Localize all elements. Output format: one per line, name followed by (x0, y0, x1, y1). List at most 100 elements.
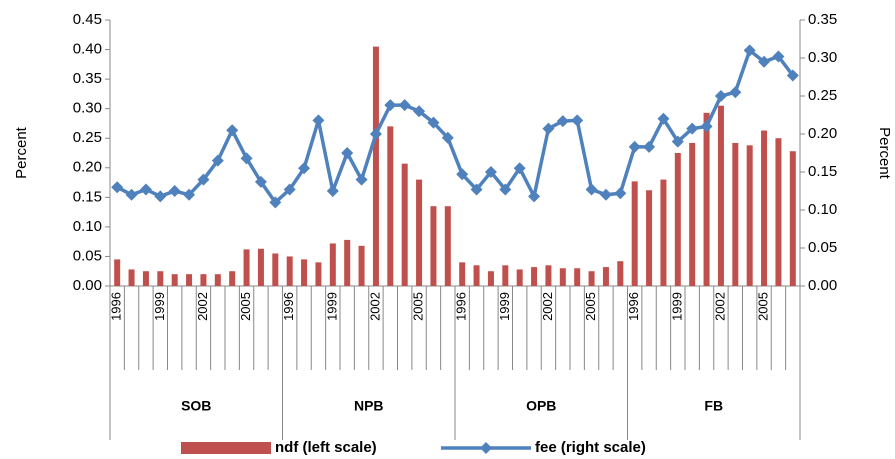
y2-tick-label: 0.20 (808, 125, 837, 142)
bar (444, 206, 451, 286)
x-tick-label: 1996 (626, 292, 641, 321)
bar (646, 190, 653, 286)
bar (516, 269, 523, 286)
marker (341, 147, 354, 159)
marker (470, 183, 483, 196)
y-tick-label: 0.45 (73, 11, 102, 28)
marker (729, 86, 742, 99)
bar (128, 269, 135, 286)
bar (344, 239, 351, 286)
marker (700, 120, 713, 133)
marker (226, 124, 239, 137)
y2-tick-label: 0.10 (808, 201, 837, 218)
bar (545, 265, 552, 286)
x-tick-label: 1996 (454, 292, 469, 321)
group-label: SOB (181, 398, 211, 414)
x-tick-label: 2002 (540, 292, 555, 321)
y2-tick-label: 0.15 (808, 163, 837, 180)
bar (559, 268, 566, 286)
marker (686, 122, 699, 135)
marker (197, 173, 210, 186)
x-tick-label: 2005 (238, 292, 253, 321)
bar (674, 153, 681, 286)
marker (484, 166, 497, 178)
y-tick-label: 0.05 (73, 247, 102, 264)
x-tick-label: 1996 (281, 292, 296, 321)
legend-label: fee (right scale) (535, 439, 646, 456)
legend-label: ndf (left scale) (275, 439, 377, 456)
x-tick-label: 2002 (195, 292, 210, 321)
marker (571, 114, 584, 127)
bar (775, 138, 782, 286)
bar (286, 256, 293, 286)
marker (614, 187, 627, 200)
bar (602, 267, 609, 286)
marker (111, 181, 124, 194)
y2-tick-label: 0.25 (808, 87, 837, 104)
y2-tick-label: 0.00 (808, 277, 837, 294)
marker (528, 190, 541, 203)
x-tick-label: 2005 (756, 292, 771, 321)
group-label: OPB (526, 398, 556, 414)
y-tick-label: 0.40 (73, 41, 102, 58)
y-tick-label: 0.35 (73, 70, 102, 87)
marker (269, 196, 282, 209)
bar (459, 262, 466, 286)
marker (398, 99, 411, 112)
bar (229, 271, 236, 286)
marker (441, 131, 454, 144)
marker (542, 122, 555, 135)
bar (186, 274, 193, 286)
marker (312, 114, 325, 127)
marker (758, 55, 771, 68)
bar (301, 259, 308, 286)
marker (384, 99, 397, 112)
x-tick-label: 1999 (669, 292, 684, 321)
marker (211, 154, 224, 167)
marker (714, 90, 727, 102)
bar (746, 145, 753, 286)
x-tick-label: 2002 (712, 292, 727, 321)
y-tick-label: 0.25 (73, 129, 102, 146)
bar (502, 265, 509, 286)
marker (743, 44, 756, 57)
y2-tick-label: 0.35 (808, 11, 837, 28)
marker (326, 185, 339, 197)
marker (585, 183, 598, 196)
y-axis-label: Percent (13, 126, 30, 179)
bar (329, 243, 336, 286)
marker (499, 183, 512, 196)
marker (183, 188, 196, 201)
marker (139, 183, 152, 196)
bar (574, 268, 581, 286)
marker (657, 112, 670, 125)
bar (487, 271, 494, 286)
bar (142, 271, 149, 286)
marker (599, 188, 612, 201)
bar (588, 271, 595, 286)
bar (243, 249, 250, 286)
marker (413, 105, 426, 118)
bar (789, 151, 796, 286)
legend-marker (480, 442, 492, 454)
bar (171, 274, 178, 286)
bar (200, 274, 207, 286)
bar (358, 245, 365, 286)
marker (628, 140, 641, 153)
bar (257, 248, 264, 286)
marker (168, 185, 181, 197)
bar (631, 181, 638, 286)
marker (154, 190, 167, 203)
bar (315, 262, 322, 286)
x-tick-label: 1999 (497, 292, 512, 321)
y2-axis-label: Percent (876, 127, 893, 180)
bar (114, 259, 121, 286)
group-label: FB (704, 398, 723, 414)
bar (430, 206, 437, 286)
group-label: NPB (354, 398, 384, 414)
bar (157, 271, 164, 286)
marker (643, 140, 656, 153)
bar (372, 46, 379, 286)
marker (456, 168, 469, 181)
